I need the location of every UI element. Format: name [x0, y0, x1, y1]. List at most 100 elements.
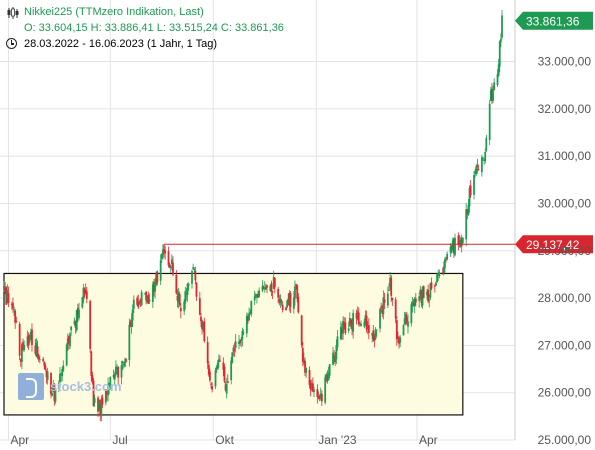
candle-body	[320, 393, 323, 402]
candle-body	[222, 362, 225, 370]
candle-body	[327, 372, 330, 381]
y-tick-label: 29.000,00	[538, 244, 592, 258]
candle-body	[435, 282, 437, 286]
candle-body	[93, 397, 96, 403]
candle-body	[186, 283, 189, 295]
candle-body	[193, 269, 196, 271]
candle-body	[26, 336, 29, 346]
overlay-layer: 29.137,42 33.861,36	[163, 11, 593, 254]
candle-body	[266, 285, 268, 288]
candle-body	[14, 310, 17, 323]
candle-body	[194, 270, 197, 281]
candle-body	[51, 393, 54, 396]
candle-body	[332, 352, 334, 366]
candle-body	[31, 329, 33, 345]
candle-body	[34, 345, 37, 354]
candle-body	[444, 259, 446, 269]
candle-body	[419, 289, 422, 294]
candle-body	[264, 286, 267, 290]
candle-body	[216, 362, 219, 370]
candle-body	[461, 237, 464, 243]
candle-body	[339, 326, 342, 340]
candle-body	[219, 360, 221, 362]
candle-body	[230, 360, 233, 381]
candle-body	[249, 312, 252, 314]
candle-body	[112, 374, 115, 378]
candle-body	[399, 337, 402, 343]
candle-body	[352, 312, 355, 332]
candle-body	[450, 245, 453, 248]
x-tick-label: Jul	[112, 433, 127, 447]
candle-body	[239, 340, 242, 343]
candle-body	[391, 297, 394, 301]
candle-body	[60, 373, 62, 376]
candle-body	[333, 355, 336, 359]
candle-body	[374, 329, 377, 339]
candle-body	[233, 349, 236, 351]
candle-body	[101, 397, 104, 405]
candle-body	[499, 39, 502, 43]
candle-body	[324, 377, 327, 403]
candle-body	[116, 368, 118, 370]
candle-body	[98, 402, 101, 411]
candle-body	[262, 287, 265, 290]
candle-body	[498, 41, 501, 67]
candle-body	[15, 320, 18, 322]
candle-body	[248, 313, 250, 320]
candle-body	[344, 322, 347, 334]
candle-body	[363, 321, 366, 327]
candle-body	[313, 389, 315, 393]
candle-body	[191, 270, 193, 284]
candle-body	[22, 342, 24, 350]
candle-body	[217, 359, 220, 363]
candle-body	[279, 298, 282, 304]
candle-body	[231, 352, 234, 363]
y-tick-label: 30.000,00	[538, 196, 592, 210]
candle-body	[18, 323, 21, 356]
candle-body	[473, 175, 475, 195]
candle-body	[491, 88, 493, 100]
candle-body	[412, 302, 415, 307]
candle-body	[53, 384, 56, 401]
candle-body	[429, 283, 432, 298]
candle-body	[358, 323, 361, 325]
candle-body	[113, 373, 116, 380]
candle-body	[467, 204, 470, 215]
candle-body	[254, 294, 257, 296]
candle-body	[497, 64, 500, 76]
candle-body	[90, 351, 93, 376]
candle-body	[414, 298, 417, 303]
candle-body	[257, 293, 259, 298]
period-label: 28.03.2022 - 16.06.2023 (1 Jahr, 1 Tag)	[24, 38, 218, 50]
candle-body	[160, 254, 163, 259]
candlestick-icon	[6, 7, 20, 19]
candle-body	[120, 365, 123, 378]
candle-body	[437, 274, 440, 277]
candle-body	[421, 287, 424, 306]
candle-body	[163, 249, 165, 252]
candle-body	[43, 361, 46, 366]
candle-body	[145, 291, 148, 301]
candle-body	[309, 383, 312, 390]
candle-body	[42, 358, 45, 362]
candle-body	[350, 319, 352, 324]
candle-body	[319, 393, 322, 397]
candle-body	[390, 277, 393, 296]
candle-body	[457, 235, 460, 245]
candle-body	[334, 356, 337, 362]
candle-body	[328, 364, 331, 376]
candle-body	[107, 384, 109, 396]
candle-body	[3, 286, 5, 291]
candle-body	[99, 400, 102, 415]
candle-body	[211, 386, 214, 390]
candle-body	[466, 210, 469, 214]
candle-body	[247, 316, 249, 321]
candle-body	[438, 272, 441, 276]
y-tick-label: 28.000,00	[538, 291, 592, 305]
candle-body	[154, 283, 156, 292]
candle-body	[433, 285, 436, 287]
candle-body	[402, 325, 405, 336]
candle-body	[156, 271, 159, 283]
candle-body	[459, 240, 462, 247]
candle-body	[395, 320, 398, 340]
